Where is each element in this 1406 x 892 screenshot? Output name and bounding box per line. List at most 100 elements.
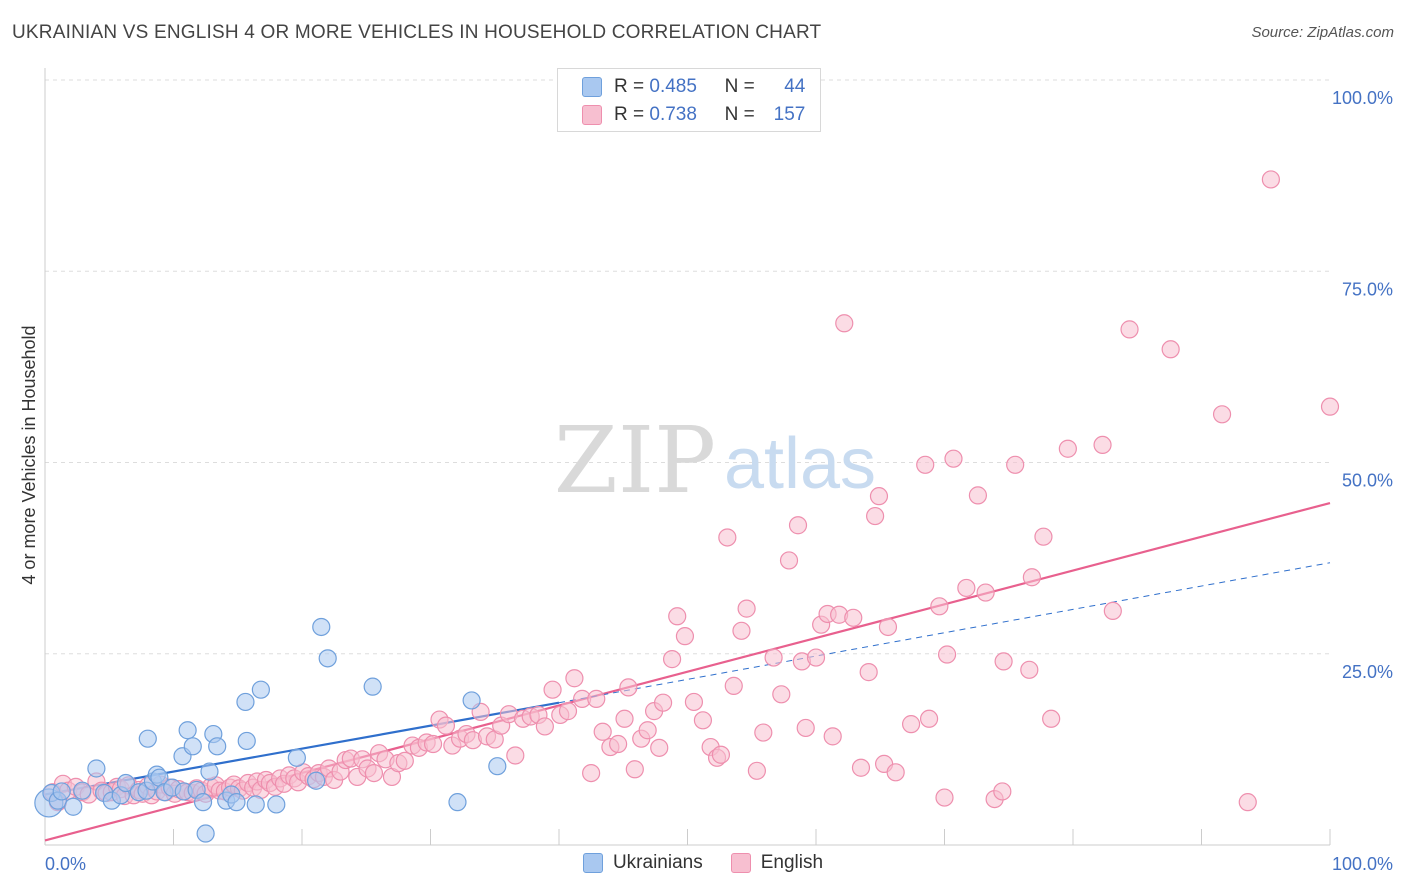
legend-row-english: R = 0.738 N = 157 [558, 101, 805, 129]
english-point [993, 782, 1012, 801]
english-point [1212, 405, 1232, 424]
ukrainian-point [193, 793, 213, 812]
english-point [806, 648, 826, 667]
english-point [968, 486, 988, 505]
ukrainian-point [307, 771, 326, 790]
ukrainian-point [208, 737, 227, 756]
ukrainian-point [267, 795, 286, 814]
english-point [1261, 170, 1280, 189]
watermark-zip: ZIP [554, 407, 716, 514]
english-point [543, 680, 562, 699]
legend-n-value: 44 [784, 76, 806, 97]
english-point [711, 745, 731, 764]
english-points [43, 170, 1340, 812]
english-point [423, 734, 443, 754]
english-point [364, 763, 384, 783]
english-point [737, 599, 756, 618]
y-tick-label: 25.0% [1342, 662, 1393, 682]
legend-r-label: R = [614, 76, 645, 97]
english-point [668, 607, 687, 626]
english-point [937, 645, 957, 664]
ukrainian-point [227, 793, 246, 812]
english-point [747, 761, 766, 780]
english-point [901, 715, 921, 734]
english-point [582, 763, 601, 783]
english-point [684, 692, 704, 712]
source-label: Source: ZipAtlas.com [1251, 24, 1394, 41]
english-point [625, 760, 644, 779]
english-point [1238, 793, 1257, 812]
english-point [395, 751, 414, 770]
english-point [764, 648, 783, 667]
english-point [662, 650, 682, 669]
swatch-pink [730, 853, 751, 873]
english-point [1020, 660, 1039, 679]
english-point [732, 621, 751, 640]
english-point [935, 788, 954, 807]
ukrainian-point [73, 781, 92, 800]
legend-n-value: 157 [773, 104, 806, 125]
english-point [565, 669, 584, 688]
ukrainian-point [251, 680, 270, 699]
english-point [619, 678, 638, 697]
english-point [754, 723, 773, 742]
legend-swatch-blue [582, 77, 602, 97]
x-tick-label-min: 0.0% [45, 854, 86, 874]
ukrainian-point [64, 797, 83, 816]
watermark-atlas: atlas [724, 424, 876, 504]
english-point [866, 506, 885, 526]
legend-swatch-pink [582, 105, 602, 125]
ukrainian-point [448, 793, 467, 812]
english-point [1103, 601, 1122, 621]
english-point [957, 578, 976, 598]
english-point [1120, 320, 1139, 339]
y-tick-label: 100.0% [1332, 88, 1393, 108]
ukrainian-point [318, 649, 337, 668]
english-point [693, 711, 713, 730]
ukrainian-point [236, 692, 255, 712]
legend-label-english: English [760, 852, 824, 873]
legend-item-ukrainians: Ukrainians [582, 852, 703, 874]
ukrainian-point [116, 773, 136, 793]
english-point [919, 709, 939, 728]
english-point [609, 734, 628, 754]
ukrainian-trend-extension [558, 562, 1331, 704]
english-point [796, 718, 815, 738]
english-point [587, 689, 606, 708]
english-point [1042, 709, 1061, 728]
ukrainian-point [312, 617, 331, 637]
english-point [779, 551, 799, 570]
legend-row-ukrainians: R = 0.485 N = 44 [558, 73, 805, 101]
english-point [1034, 527, 1053, 546]
ukrainian-point [237, 731, 256, 751]
ukrainian-point [200, 762, 219, 781]
english-point [886, 763, 905, 782]
y-tick-label: 75.0% [1342, 279, 1393, 299]
english-point [859, 663, 878, 682]
legend-r-value: 0.485 [649, 76, 697, 97]
english-point [844, 608, 863, 627]
english-point [675, 627, 695, 646]
grid-lines [45, 79, 1330, 655]
ukrainian-point [246, 795, 265, 814]
ukrainian-point [178, 721, 197, 740]
legend-label-ukrainians: Ukrainians [612, 852, 703, 873]
ukrainian-point [462, 691, 481, 710]
ukrainian-point [183, 737, 202, 756]
english-point [506, 746, 525, 765]
english-point [1006, 455, 1025, 474]
swatch-blue [582, 853, 603, 873]
english-point [994, 652, 1013, 671]
series-legend: Ukrainians English [0, 852, 1406, 874]
english-point [878, 617, 898, 637]
english-point [944, 449, 963, 468]
y-tick-label: 50.0% [1342, 471, 1393, 491]
ukrainian-point [138, 729, 157, 748]
english-point [558, 702, 578, 721]
tick-labels: 25.0% 50.0% 75.0% 100.0% 0.0% 100.0% [45, 88, 1393, 874]
english-point [869, 487, 889, 506]
english-point [593, 722, 612, 741]
legend-r-value: 0.738 [649, 104, 697, 125]
english-point [615, 709, 634, 728]
